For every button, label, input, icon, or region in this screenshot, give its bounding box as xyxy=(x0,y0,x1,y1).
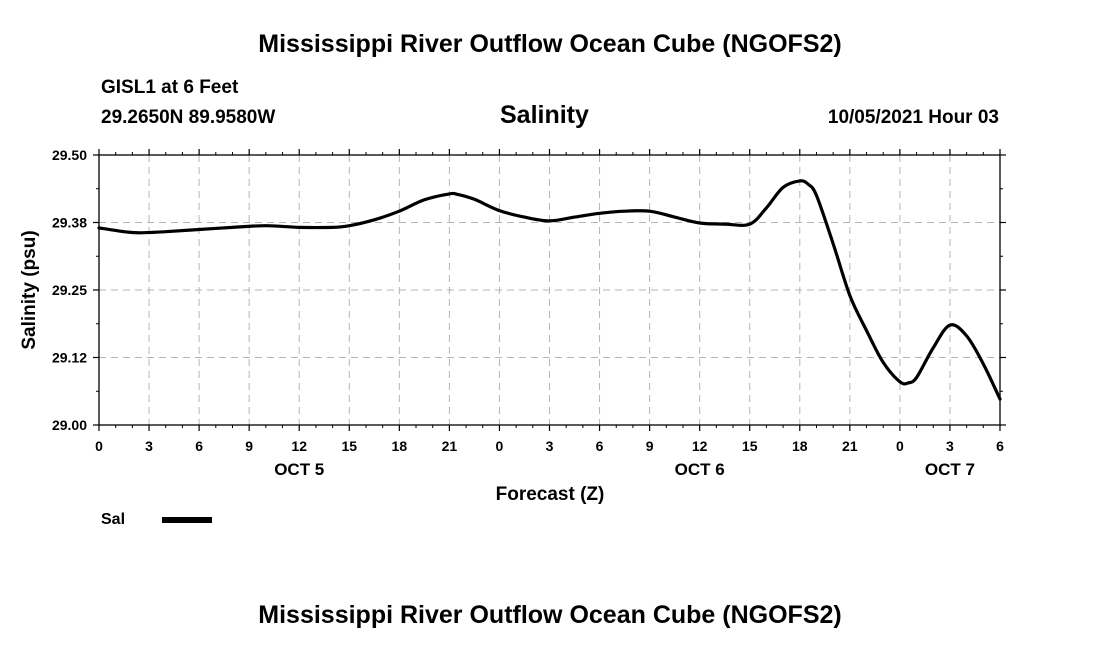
chart-title-bottom: Mississippi River Outflow Ocean Cube (NG… xyxy=(258,601,842,629)
y-tick-label: 29.00 xyxy=(52,417,87,433)
x-tick-label: 21 xyxy=(442,438,458,454)
y-tick-label: 29.25 xyxy=(52,282,87,298)
x-tick-label: 18 xyxy=(392,438,408,454)
x-tick-label: 12 xyxy=(291,438,307,454)
y-tick-label: 29.38 xyxy=(52,215,87,231)
legend-label: Sal xyxy=(101,511,125,528)
x-tick-label: 3 xyxy=(145,438,153,454)
x-tick-label: 6 xyxy=(195,438,203,454)
y-tick-label: 29.50 xyxy=(52,147,87,163)
station-coordinates: 29.2650N 89.9580W xyxy=(101,107,276,128)
forecast-run-time: 10/05/2021 Hour 03 xyxy=(827,107,999,128)
y-tick-label: 29.12 xyxy=(52,350,87,366)
variable-title: Salinity xyxy=(500,101,589,129)
x-tick-label: 0 xyxy=(896,438,904,454)
x-tick-label: 18 xyxy=(792,438,808,454)
x-tick-label: 6 xyxy=(996,438,1004,454)
x-tick-label: 15 xyxy=(742,438,758,454)
x-tick-label: 15 xyxy=(341,438,357,454)
x-tick-label: 12 xyxy=(692,438,708,454)
day-label: OCT 7 xyxy=(925,460,975,479)
x-axis-label: Forecast (Z) xyxy=(496,484,605,505)
x-tick-label: 6 xyxy=(596,438,604,454)
x-tick-label: 9 xyxy=(646,438,654,454)
x-tick-label: 3 xyxy=(946,438,954,454)
chart-title-top: Mississippi River Outflow Ocean Cube (NG… xyxy=(258,30,842,58)
x-tick-label: 9 xyxy=(245,438,253,454)
x-tick-label: 0 xyxy=(496,438,504,454)
series-line-sal xyxy=(97,179,1002,401)
y-axis-label: Salinity (psu) xyxy=(19,230,40,349)
day-label: OCT 6 xyxy=(675,460,725,479)
x-tick-label: 21 xyxy=(842,438,858,454)
day-label: OCT 5 xyxy=(274,460,324,479)
station-label: GISL1 at 6 Feet xyxy=(101,77,239,98)
x-tick-label: 3 xyxy=(546,438,554,454)
x-tick-label: 0 xyxy=(95,438,103,454)
